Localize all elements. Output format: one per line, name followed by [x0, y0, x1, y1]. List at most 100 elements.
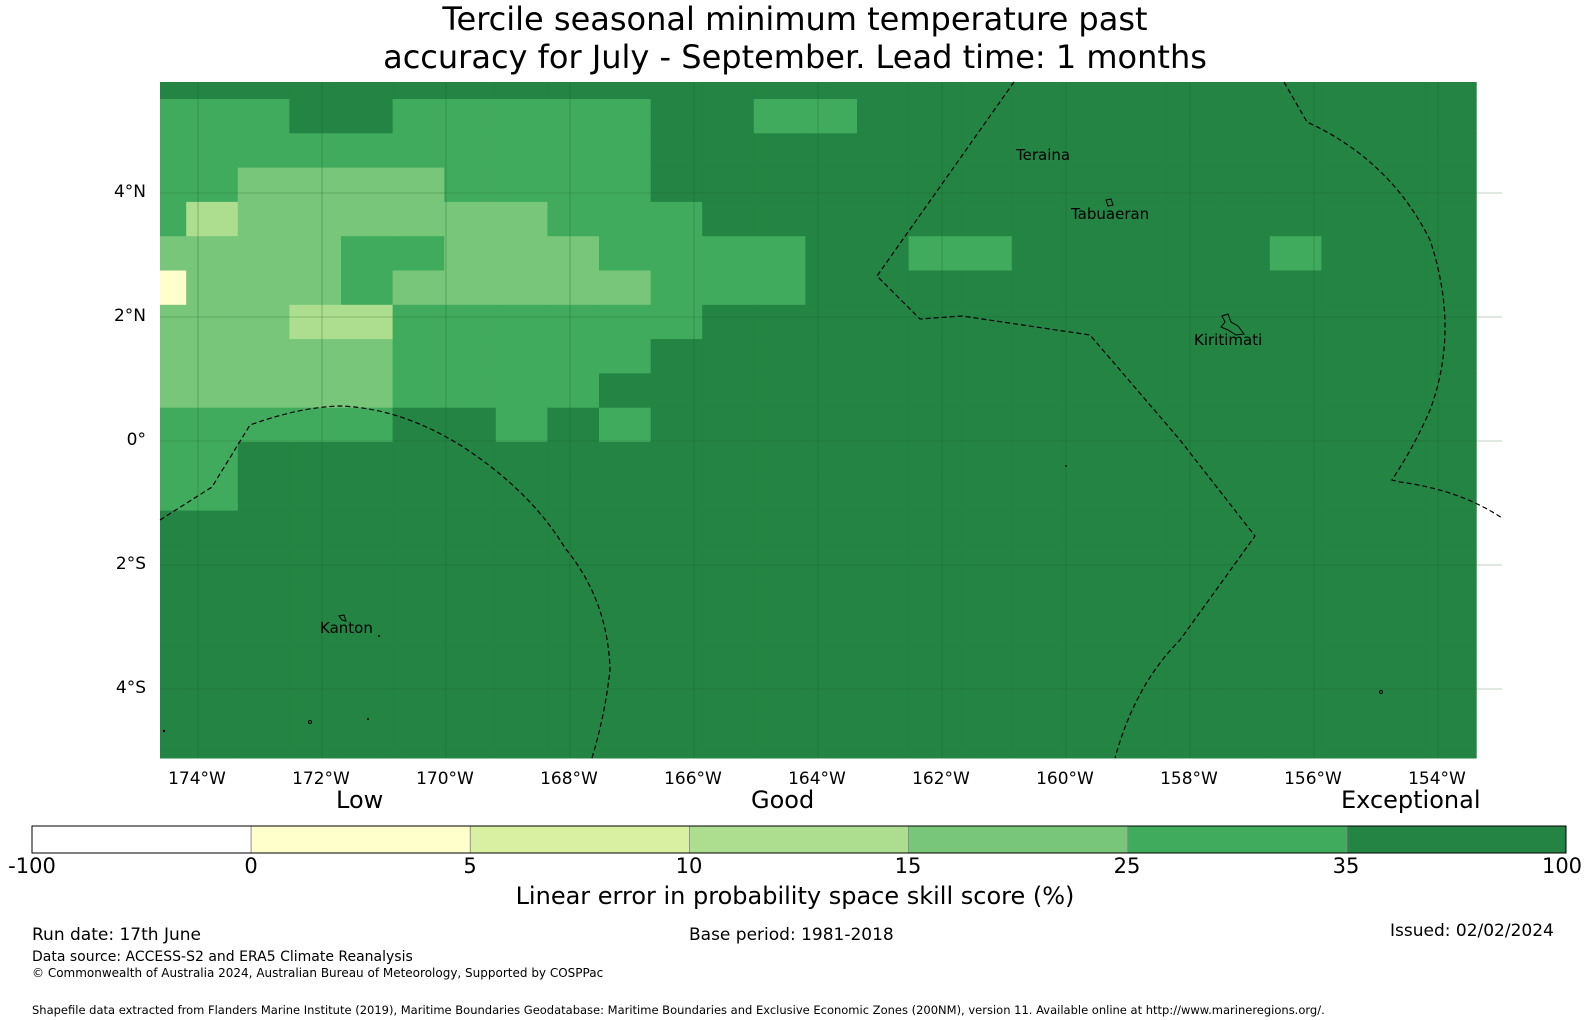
grid-cell — [805, 99, 858, 134]
grid-cell — [1373, 544, 1426, 580]
grid-cell — [908, 716, 961, 752]
grid-cell — [1166, 442, 1219, 477]
grid-cell — [1115, 544, 1168, 580]
grid-cell — [186, 750, 239, 759]
grid-cell — [1373, 442, 1426, 477]
grid-cell — [753, 201, 806, 237]
grid-cell — [1321, 750, 1374, 759]
grid-cell — [289, 647, 342, 683]
colorbar-tick: 10 — [675, 854, 703, 878]
grid-cell — [599, 82, 652, 100]
island-dot — [308, 720, 312, 724]
grid-cell — [1115, 82, 1168, 100]
grid-cell — [160, 750, 187, 759]
grid-cell — [1321, 304, 1374, 340]
grid-cell — [444, 442, 497, 477]
grid-cell — [805, 544, 858, 580]
grid-cell — [1115, 476, 1168, 512]
grid-cell — [1424, 304, 1477, 340]
lat-label: 0° — [126, 430, 146, 450]
grid-cell — [237, 613, 290, 649]
grid-cell — [1269, 201, 1322, 237]
grid-cell — [960, 716, 1013, 752]
grid-cell — [495, 613, 548, 649]
grid-cell — [650, 82, 703, 100]
grid-cell — [857, 133, 910, 169]
colorbar-segment — [1346, 825, 1567, 854]
grid-cell — [599, 544, 652, 580]
grid-cell — [1166, 373, 1219, 409]
grid-cell — [857, 304, 910, 340]
grid-cell — [444, 133, 497, 169]
grid-cell — [392, 82, 445, 100]
eez-boundary-phoenix — [159, 405, 611, 759]
grid-cell — [1269, 339, 1322, 374]
grid-cell — [186, 647, 239, 683]
colorbar-frame — [31, 825, 1567, 854]
grid-cell — [1166, 304, 1219, 340]
grid-cell — [392, 716, 445, 752]
lon-label: 154°W — [1408, 769, 1466, 789]
grid-cell — [1115, 682, 1168, 717]
grid-cell — [960, 407, 1013, 443]
grid-cell — [547, 201, 600, 237]
grid-cell — [160, 201, 187, 237]
grid-cell — [650, 442, 703, 477]
grid-cell — [650, 579, 703, 614]
grid-cell — [960, 613, 1013, 649]
grid-cell — [1011, 647, 1064, 683]
grid-cell — [857, 579, 910, 614]
grid-cell — [186, 544, 239, 580]
grid-cell — [392, 579, 445, 614]
grid-cell — [805, 613, 858, 649]
grid-cell — [753, 613, 806, 649]
grid-cell — [650, 304, 703, 340]
grid-cell — [1011, 304, 1064, 340]
grid-cell — [908, 750, 961, 759]
grid-cell — [289, 544, 342, 580]
grid-cell — [805, 716, 858, 752]
grid-cell — [392, 304, 445, 340]
grid-cell — [547, 510, 600, 546]
grid-cell — [1373, 647, 1426, 683]
grid-cell — [289, 82, 342, 100]
grid-cell — [960, 544, 1013, 580]
grid-cell — [1011, 682, 1064, 717]
grid-cell — [495, 339, 548, 374]
grid-cell — [702, 442, 755, 477]
grid-cell — [160, 442, 187, 477]
grid-cell — [289, 442, 342, 477]
grid-cell — [805, 339, 858, 374]
grid-cell — [547, 167, 600, 203]
grid-cell — [341, 304, 394, 340]
grid-cell — [857, 647, 910, 683]
grid-cell — [547, 579, 600, 614]
grid-cell — [186, 167, 239, 203]
colorbar-tick: 25 — [1113, 854, 1141, 878]
grid-cell — [1063, 236, 1116, 271]
grid-cell — [444, 716, 497, 752]
grid-cell — [1373, 510, 1426, 546]
grid-cell — [753, 270, 806, 306]
grid-cell — [908, 613, 961, 649]
grid-cell — [444, 510, 497, 546]
grid-cell — [237, 716, 290, 752]
grid-cell — [857, 510, 910, 546]
grid-cell — [753, 579, 806, 614]
island-kanton-outline — [338, 614, 347, 622]
grid-cell — [547, 236, 600, 271]
grid-cell — [392, 613, 445, 649]
grid-cell — [960, 133, 1013, 169]
grid-cell — [160, 167, 187, 203]
grid-cell — [1321, 613, 1374, 649]
grid-cell — [341, 167, 394, 203]
grid-cell — [1321, 442, 1374, 477]
grid-cell — [160, 510, 187, 546]
grid-cell — [1063, 270, 1116, 306]
grid-cell — [1321, 373, 1374, 409]
grid-cell — [1115, 716, 1168, 752]
grid-cell — [186, 99, 239, 134]
grid-cell — [186, 716, 239, 752]
island-dot — [367, 718, 369, 720]
grid-cell — [444, 304, 497, 340]
